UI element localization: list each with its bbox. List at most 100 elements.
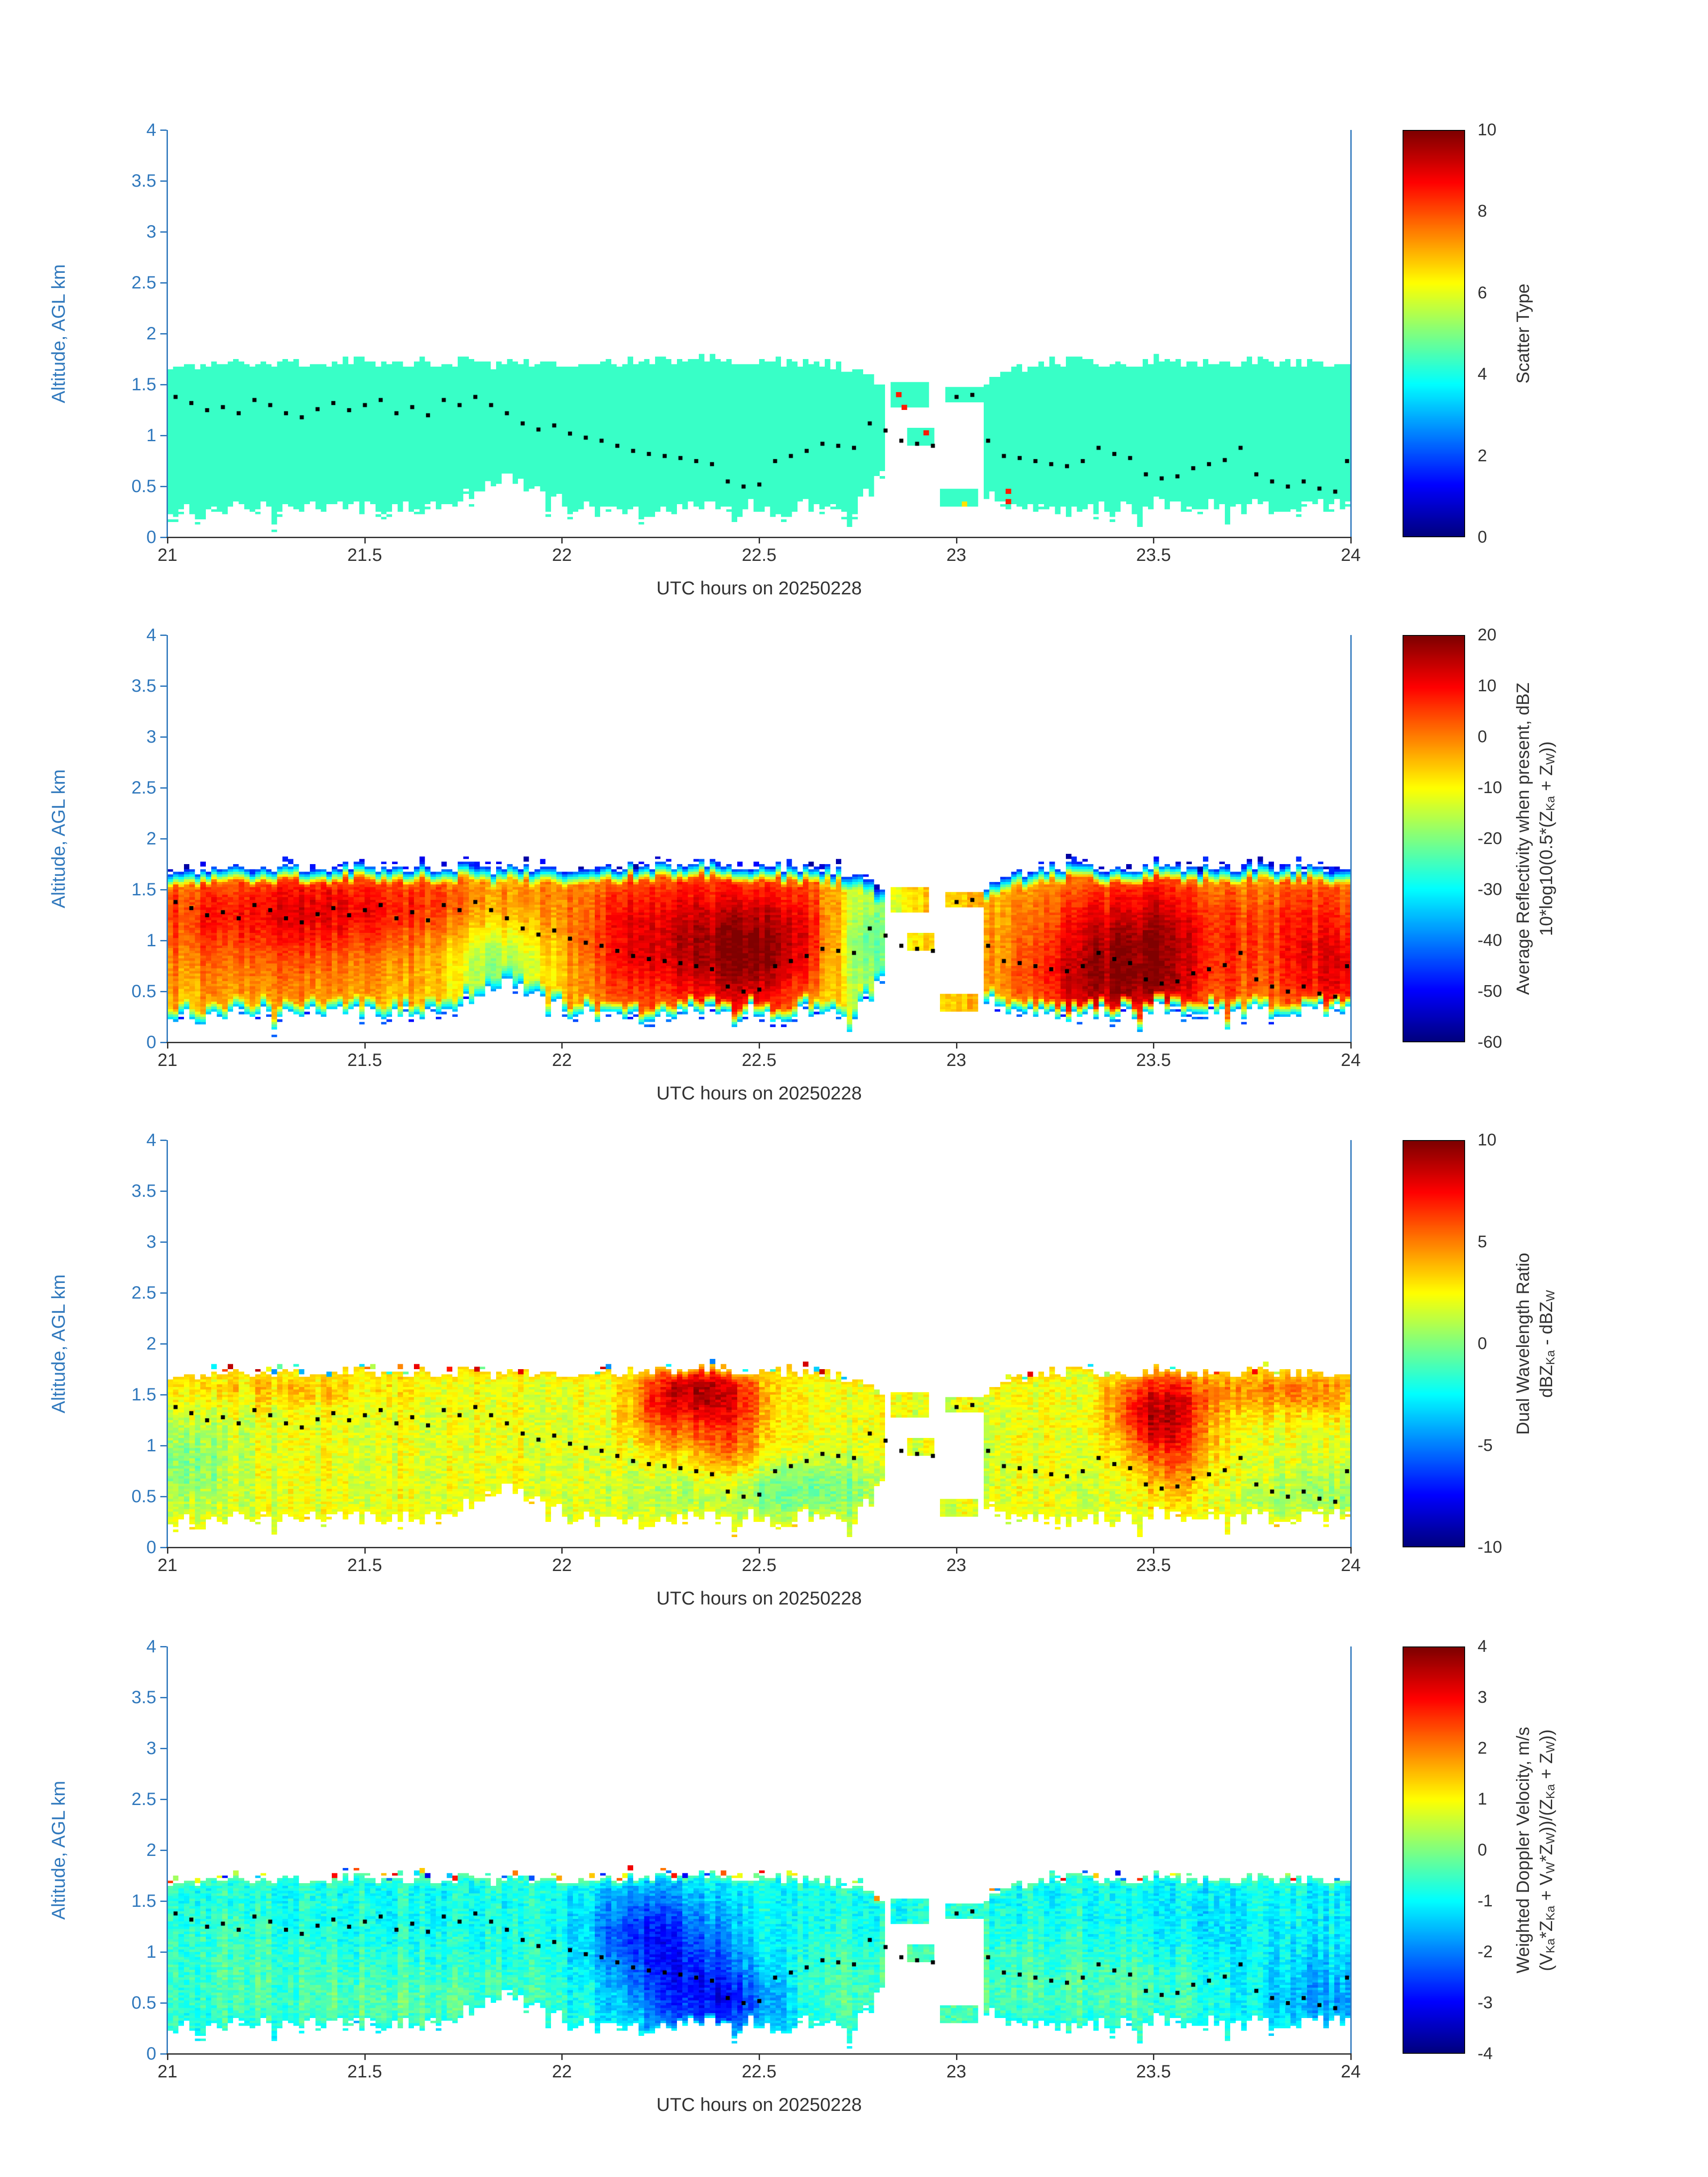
colorbar-tick-label: 0 [1478, 727, 1487, 746]
y-tick-mark [160, 1241, 167, 1243]
colorbar [1403, 635, 1465, 1042]
x-tick-label: 24 [1341, 2062, 1361, 2081]
y-tick-mark [160, 736, 167, 738]
y-tick-mark [160, 2053, 167, 2055]
y-tick-mark [160, 282, 167, 284]
colorbar-tick-label: 20 [1478, 626, 1497, 644]
colorbar-tick-label: 3 [1478, 1688, 1487, 1707]
y-tick-label: 0 [146, 2044, 156, 2064]
colorbar [1403, 1646, 1465, 2054]
y-tick-mark [160, 1850, 167, 1851]
y-tick-label: 0.5 [131, 476, 156, 496]
colorbar-tick-label: -60 [1478, 1033, 1502, 1052]
dots-overlay-canvas [167, 635, 1351, 1042]
y-tick-label: 1 [146, 1436, 156, 1455]
y-tick-label: 4 [146, 120, 156, 140]
y-tick-label: 2 [146, 829, 156, 848]
x-tick-label: 22.5 [742, 1555, 777, 1575]
y-tick-mark [160, 991, 167, 992]
plot-area: Altitude, AGL km UTC hours on 20250228 D… [48, 1130, 1557, 1609]
colorbar [1403, 130, 1465, 537]
x-tick-label: 23.5 [1136, 2062, 1171, 2081]
x-tick-label: 22.5 [742, 2062, 777, 2081]
y-tick-label: 1 [146, 1942, 156, 1962]
y-tick-label: 0.5 [131, 1487, 156, 1506]
y-tick-label: 1 [146, 931, 156, 950]
y-tick-mark [160, 333, 167, 334]
x-tick-label: 21.5 [347, 1555, 382, 1575]
x-tick-label: 22 [552, 1050, 572, 1070]
x-tick-label: 23.5 [1136, 545, 1171, 565]
colorbar-tick-label: -5 [1478, 1436, 1493, 1455]
x-tick-mark [759, 1547, 760, 1554]
y-tick-mark [160, 1901, 167, 1902]
x-tick-mark [956, 537, 957, 543]
y-tick-label: 0.5 [131, 1993, 156, 2013]
plot-area: Altitude, AGL km UTC hours on 20250228 A… [48, 625, 1557, 1103]
y-tick-mark [160, 1343, 167, 1345]
x-tick-label: 21.5 [347, 545, 382, 565]
y-tick-label: 2.5 [131, 273, 156, 292]
y-axis-line [167, 1646, 168, 2054]
y-tick-mark [160, 1292, 167, 1294]
panel-reflectivity: Altitude, AGL km UTC hours on 20250228 A… [0, 505, 1708, 1103]
y-tick-label: 1 [146, 426, 156, 445]
y-axis-label: Altitude, AGL km [48, 769, 69, 908]
colorbar-tick-label: 2 [1478, 1739, 1487, 1758]
x-tick-label: 23.5 [1136, 1555, 1171, 1575]
colorbar-tick-label: 0 [1478, 1334, 1487, 1353]
y-tick-mark [160, 384, 167, 385]
y-tick-mark [160, 130, 167, 131]
y-tick-mark [160, 231, 167, 233]
colorbar-tick-label: 0 [1478, 528, 1487, 547]
x-tick-mark [956, 1042, 957, 1049]
x-tick-mark [364, 1042, 366, 1049]
x-tick-label: 22 [552, 545, 572, 565]
y-tick-label: 2 [146, 324, 156, 343]
x-tick-label: 21 [157, 2062, 178, 2081]
colorbar-gradient [1403, 636, 1464, 1041]
y-tick-mark [160, 180, 167, 182]
x-tick-mark [759, 2054, 760, 2060]
x-tick-label: 21.5 [347, 1050, 382, 1070]
colorbar-label-line: Scatter Type [1512, 130, 1535, 537]
y-tick-mark [160, 940, 167, 941]
y-axis-line [167, 635, 168, 1042]
x-tick-mark [1350, 537, 1352, 543]
colorbar-tick-label: -30 [1478, 880, 1502, 899]
colorbar-tick-label: 0 [1478, 1841, 1487, 1859]
text-segment: W [1543, 753, 1557, 765]
y-tick-mark [160, 1951, 167, 1953]
y-axis-line [167, 1140, 168, 1547]
y-tick-mark [160, 1042, 167, 1043]
colorbar-label: Scatter Type [1512, 130, 1535, 537]
x-tick-mark [1153, 537, 1155, 543]
y-tick-label: 0 [146, 1538, 156, 1557]
x-tick-mark [364, 537, 366, 543]
x-tick-label: 21 [157, 545, 178, 565]
y-axis-line [167, 130, 168, 537]
y-tick-mark [160, 1547, 167, 1548]
x-tick-mark [561, 537, 563, 543]
y-tick-label: 3.5 [131, 1688, 156, 1707]
x-axis-label: UTC hours on 20250228 [656, 1082, 862, 1103]
x-tick-label: 24 [1341, 545, 1361, 565]
panel-scatter-type: Altitude, AGL km UTC hours on 20250228 S… [0, 0, 1708, 598]
x-tick-label: 21 [157, 1555, 178, 1575]
x-tick-mark [956, 1547, 957, 1554]
x-tick-mark [167, 537, 168, 543]
y-tick-mark [160, 1191, 167, 1192]
y-tick-mark [160, 1697, 167, 1698]
colorbar-tick-label: -3 [1478, 1993, 1493, 2012]
y-tick-mark [160, 1646, 167, 1647]
y-tick-mark [160, 1445, 167, 1446]
y-tick-label: 0 [146, 527, 156, 547]
dots-overlay-canvas [167, 1646, 1351, 2054]
y-tick-mark [160, 1799, 167, 1800]
y-tick-label: 3.5 [131, 171, 156, 191]
y-tick-label: 2.5 [131, 778, 156, 798]
x-tick-mark [1153, 1547, 1155, 1554]
y-tick-label: 3.5 [131, 676, 156, 696]
right-axis-line [1350, 1140, 1352, 1547]
x-tick-label: 23 [946, 545, 966, 565]
